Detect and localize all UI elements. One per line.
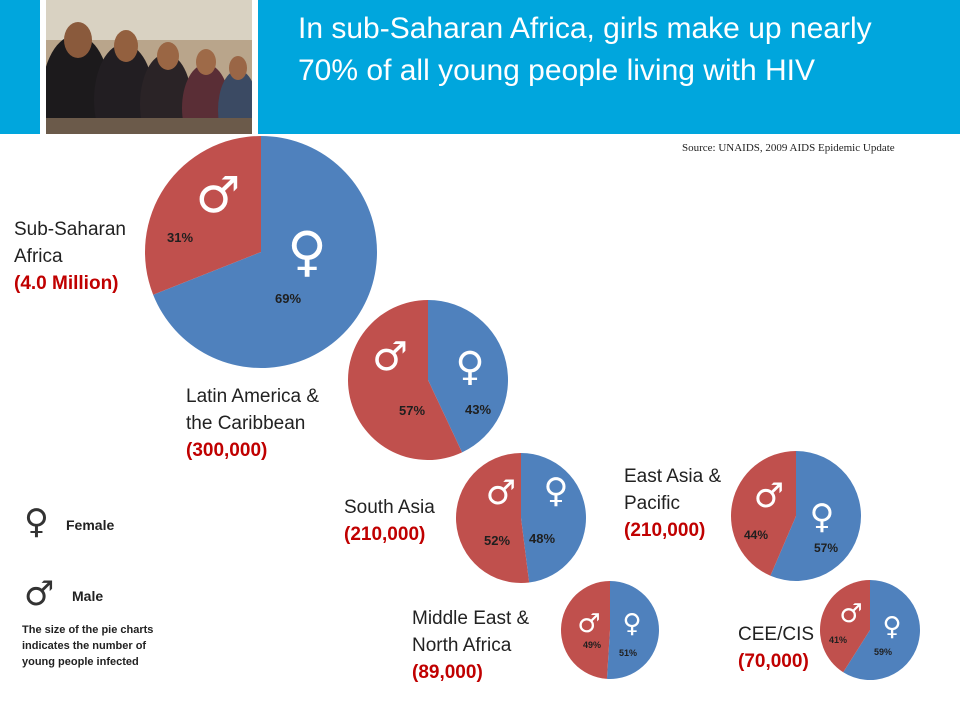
male-symbol-icon: ♂ — [372, 334, 408, 380]
legend-note: The size of the pie charts indicates the… — [22, 624, 154, 668]
pie-slice-male — [455, 453, 530, 584]
region-label-cee-cis: CEE/CIS (70,000) — [738, 624, 815, 672]
male-symbol-icon: ♂ — [754, 476, 784, 516]
female-symbol-icon: ♀ — [882, 612, 901, 642]
female-symbol-icon: ♀ — [287, 220, 327, 283]
male-symbol-icon: ♂ — [196, 166, 241, 224]
legend-female-label: Female — [66, 517, 115, 533]
pie-slice-male — [347, 300, 463, 461]
pie-slice-female — [606, 581, 659, 679]
female-symbol-icon: ♀ — [24, 502, 49, 542]
pie-slice-male — [731, 451, 796, 576]
pie-slice-male — [560, 581, 610, 679]
female-symbol-icon: ♀ — [544, 471, 569, 511]
pie-slice-female — [843, 579, 921, 680]
header-photo — [40, 0, 258, 134]
region-label-sub-saharan-africa: Sub-Saharan Africa (4.0 Million) — [14, 219, 126, 294]
region-label-east-asia-pacific: East Asia & Pacific (210,000) — [624, 466, 722, 541]
page-title: In sub-Saharan Africa, girls make up nea… — [298, 12, 872, 87]
female-symbol-icon: ♀ — [622, 609, 641, 639]
pie-slice-male — [820, 580, 870, 673]
male-symbol-icon: ♂ — [577, 609, 600, 639]
region-label-latin-america: Latin America & the Caribbean (300,000) — [186, 386, 320, 461]
pie-label-female: 48% — [529, 531, 555, 546]
pie-slice-female — [153, 136, 378, 368]
pie-label-female: 59% — [874, 647, 892, 657]
pie-label-female: 69% — [275, 291, 301, 306]
female-symbol-icon: ♀ — [455, 344, 484, 390]
pie-label-female: 51% — [619, 648, 637, 658]
pie-label-male: 52% — [484, 533, 510, 548]
pie-label-male: 44% — [744, 528, 768, 542]
pie-slice-female — [521, 453, 586, 583]
legend-male-label: Male — [72, 588, 104, 604]
pie-label-male: 57% — [399, 403, 425, 418]
female-symbol-icon: ♀ — [810, 497, 835, 537]
male-symbol-icon: ♂ — [486, 473, 516, 513]
male-symbol-icon: ♂ — [24, 574, 55, 614]
pie-slice-female — [770, 451, 861, 581]
pie-slice-female — [428, 300, 508, 453]
pie-label-male: 31% — [167, 230, 193, 245]
pie-label-female: 43% — [465, 402, 491, 417]
source-note: Source: UNAIDS, 2009 AIDS Epidemic Updat… — [682, 142, 895, 154]
pie-slice-male — [145, 136, 261, 295]
region-label-middle-east: Middle East & North Africa (89,000) — [412, 608, 530, 683]
group-of-girls-photo — [46, 0, 252, 134]
region-label-south-asia: South Asia (210,000) — [344, 497, 435, 545]
pie-label-male: 49% — [583, 640, 601, 650]
male-symbol-icon: ♂ — [839, 599, 862, 629]
pie-label-female: 57% — [814, 541, 838, 555]
pie-label-male: 41% — [829, 635, 847, 645]
